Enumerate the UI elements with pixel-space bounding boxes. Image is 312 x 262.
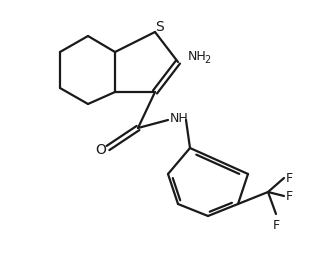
Text: F: F <box>286 172 293 184</box>
Text: F: F <box>272 219 280 232</box>
Text: NH: NH <box>188 50 207 63</box>
Text: NH: NH <box>170 112 189 124</box>
Text: F: F <box>286 189 293 203</box>
Text: 2: 2 <box>204 55 210 65</box>
Text: O: O <box>95 143 106 157</box>
Text: S: S <box>155 20 163 34</box>
